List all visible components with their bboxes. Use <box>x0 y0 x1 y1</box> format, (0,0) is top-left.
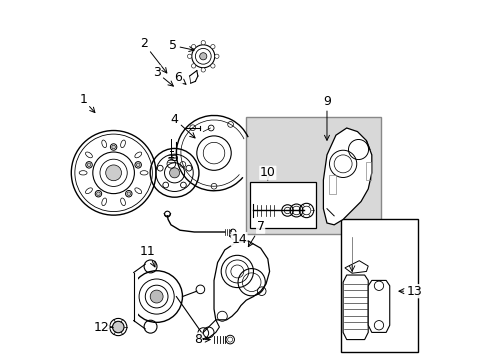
Circle shape <box>187 54 191 58</box>
Text: 3: 3 <box>152 66 173 86</box>
Text: 9: 9 <box>323 95 330 140</box>
Circle shape <box>191 45 195 49</box>
Bar <box>365 162 370 180</box>
Circle shape <box>112 321 124 333</box>
Circle shape <box>201 41 205 45</box>
Text: 1: 1 <box>79 93 95 113</box>
Bar <box>328 175 335 194</box>
Text: 7: 7 <box>248 220 264 247</box>
Circle shape <box>169 168 179 178</box>
Text: 4: 4 <box>170 113 195 138</box>
Circle shape <box>214 54 219 58</box>
Polygon shape <box>199 320 219 339</box>
Bar <box>249 182 316 228</box>
Polygon shape <box>367 280 389 332</box>
Text: 8: 8 <box>193 333 210 346</box>
Circle shape <box>150 290 163 303</box>
Polygon shape <box>343 275 367 339</box>
Circle shape <box>210 45 215 49</box>
Polygon shape <box>323 128 371 225</box>
Circle shape <box>112 145 115 149</box>
Bar <box>341 220 418 352</box>
Text: 11: 11 <box>140 245 155 267</box>
Circle shape <box>127 192 130 195</box>
Polygon shape <box>214 241 269 320</box>
Circle shape <box>105 165 121 181</box>
Bar <box>129 271 138 322</box>
Circle shape <box>97 192 100 195</box>
Circle shape <box>136 163 140 167</box>
Text: 5: 5 <box>168 39 194 52</box>
Circle shape <box>191 64 195 68</box>
Text: 2: 2 <box>140 37 166 73</box>
Polygon shape <box>344 261 367 273</box>
Text: 13: 13 <box>398 285 422 298</box>
Circle shape <box>199 53 206 60</box>
Circle shape <box>201 68 205 72</box>
Text: 6: 6 <box>174 71 185 84</box>
Bar <box>246 117 380 234</box>
Text: 14: 14 <box>229 233 246 246</box>
Circle shape <box>87 163 91 167</box>
Text: 10: 10 <box>259 166 275 180</box>
Circle shape <box>210 64 215 68</box>
Text: 12: 12 <box>93 320 112 333</box>
